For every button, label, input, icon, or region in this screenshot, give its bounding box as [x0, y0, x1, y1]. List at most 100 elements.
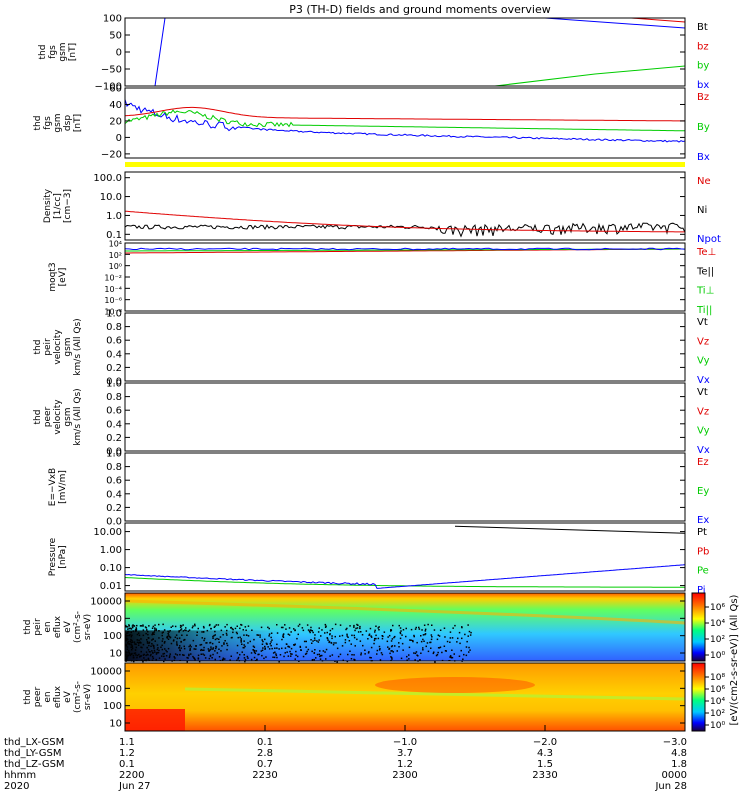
ion-spectrogram-speckle	[131, 639, 133, 642]
ion-spectrogram-speckle	[242, 646, 244, 649]
ion-spectrogram-speckle	[374, 629, 376, 632]
ion-spectrogram-speckle	[226, 634, 228, 636]
ion-spectrogram-speckle	[126, 642, 129, 644]
panel-frame	[124, 592, 686, 662]
ion-spectrogram-speckle	[304, 653, 307, 655]
colorbar-tick-label: 10⁰	[710, 721, 725, 731]
ion-spectrogram-speckle	[287, 655, 290, 657]
ion-spectrogram-speckle	[427, 650, 430, 653]
ion-spectrogram-speckle	[240, 639, 242, 642]
ion-spectrogram-speckle	[200, 648, 203, 651]
ion-spectrogram-speckle	[207, 648, 210, 650]
ion-spectrogram-speckle	[155, 628, 157, 630]
ion-spectrogram-speckle	[204, 657, 207, 659]
ion-spectrogram-speckle	[125, 624, 127, 627]
ion-spectrogram-speckle	[182, 624, 184, 626]
ion-spectrogram-speckle	[176, 641, 178, 643]
ion-spectrogram-speckle	[419, 659, 421, 661]
ion-spectrogram-speckle	[164, 658, 166, 660]
ion-spectrogram-speckle	[255, 650, 258, 652]
ion-spectrogram-speckle	[331, 628, 334, 630]
ion-spectrogram-speckle	[181, 634, 183, 636]
ion-spectrogram-speckle	[169, 655, 171, 657]
ion-spectrogram-speckle	[178, 647, 180, 649]
ion-spectrogram-speckle	[469, 634, 472, 636]
legend-entry: Pi	[697, 585, 706, 596]
ion-spectrogram-speckle	[163, 655, 165, 658]
ion-spectrogram-speckle	[131, 646, 133, 648]
ion-spectrogram-speckle	[126, 638, 129, 641]
ion-spectrogram-speckle	[134, 643, 136, 645]
ion-spectrogram-speckle	[241, 651, 243, 653]
y-tick-label: 0.10	[100, 563, 122, 574]
ion-spectrogram-speckle	[174, 636, 177, 638]
ion-spectrogram-speckle	[318, 653, 321, 656]
colorbar-label: [eV/(cm2-s-sr-eV)] (All Qs)	[729, 594, 740, 725]
ion-spectrogram-speckle	[210, 627, 212, 630]
ion-spectrogram-speckle	[293, 644, 296, 646]
ion-spectrogram-speckle	[161, 648, 164, 651]
ion-spectrogram-speckle	[325, 625, 327, 627]
panel-frame	[124, 171, 686, 241]
y-tick-label: 0.1	[106, 230, 122, 241]
ion-spectrogram-speckle	[194, 658, 196, 661]
ion-spectrogram-speckle	[146, 642, 149, 644]
ion-spectrogram-speckle	[145, 632, 147, 635]
legend-entry: Ti⊥	[696, 286, 714, 297]
ion-spectrogram-speckle	[306, 650, 308, 653]
x-tick-label: 1.2	[119, 748, 135, 759]
ion-spectrogram-speckle	[466, 640, 468, 643]
ion-spectrogram-speckle	[213, 634, 215, 637]
ion-spectrogram-speckle	[161, 632, 164, 634]
ion-spectrogram-speckle	[444, 636, 446, 638]
ion-spectrogram-speckle	[430, 647, 432, 649]
ion-spectrogram-speckle	[188, 654, 190, 657]
ion-spectrogram-speckle	[318, 627, 320, 629]
ion-spectrogram-speckle	[199, 644, 201, 646]
ion-spectrogram-speckle	[273, 656, 276, 659]
ion-spectrogram-speckle	[450, 657, 453, 659]
ion-spectrogram-speckle	[439, 646, 442, 648]
ion-spectrogram-speckle	[399, 632, 402, 635]
ion-spectrogram-speckle	[168, 631, 170, 633]
ion-spectrogram-speckle	[267, 646, 269, 648]
y-tick-label: 40	[109, 100, 122, 111]
panel-10: 10000 1000 100 10 thd peer en eflux eV (cm²-s-sr-…	[23, 662, 725, 732]
ion-spectrogram-speckle	[179, 626, 182, 629]
ion-spectrogram-speckle	[456, 641, 458, 643]
colorbar-tick-label: 10²	[710, 635, 725, 645]
ion-spectrogram-speckle	[289, 650, 291, 653]
ion-spectrogram-speckle	[221, 659, 224, 661]
y-tick-label: −50	[101, 65, 122, 76]
y-tick-label: 10.0	[100, 192, 122, 203]
ion-spectrogram-speckle	[265, 656, 267, 658]
ion-spectrogram-speckle	[147, 630, 149, 633]
ion-spectrogram-speckle	[132, 654, 135, 657]
y-axis-label: E=−VxB	[48, 468, 58, 506]
y-axis-label: en	[43, 621, 53, 632]
ion-spectrogram-speckle	[142, 634, 145, 637]
ion-spectrogram-speckle	[135, 646, 137, 649]
ion-spectrogram-speckle	[420, 640, 423, 643]
ion-spectrogram-speckle	[266, 643, 268, 645]
ion-spectrogram-speckle	[369, 627, 372, 630]
ion-spectrogram-speckle	[152, 657, 155, 660]
ion-spectrogram-speckle	[353, 634, 355, 637]
ion-spectrogram-speckle	[217, 624, 220, 626]
ion-spectrogram-speckle	[130, 627, 132, 630]
ion-spectrogram-speckle	[454, 624, 456, 627]
ion-spectrogram-speckle	[125, 654, 127, 656]
y-tick-label: 0	[116, 133, 122, 144]
y-axis-label: sr-eV)	[83, 684, 93, 710]
ion-spectrogram-speckle	[463, 653, 465, 656]
ion-spectrogram-speckle	[209, 654, 212, 657]
ion-spectrogram-speckle	[145, 659, 148, 661]
ion-spectrogram-speckle	[179, 645, 181, 647]
ion-spectrogram-speckle	[399, 631, 401, 634]
panel-frame	[124, 452, 686, 522]
ion-spectrogram-speckle	[373, 639, 376, 642]
ion-spectrogram-speckle	[205, 642, 207, 644]
ion-spectrogram-speckle	[402, 629, 405, 631]
ion-spectrogram-speckle	[296, 637, 298, 640]
ion-spectrogram-speckle	[247, 635, 250, 637]
